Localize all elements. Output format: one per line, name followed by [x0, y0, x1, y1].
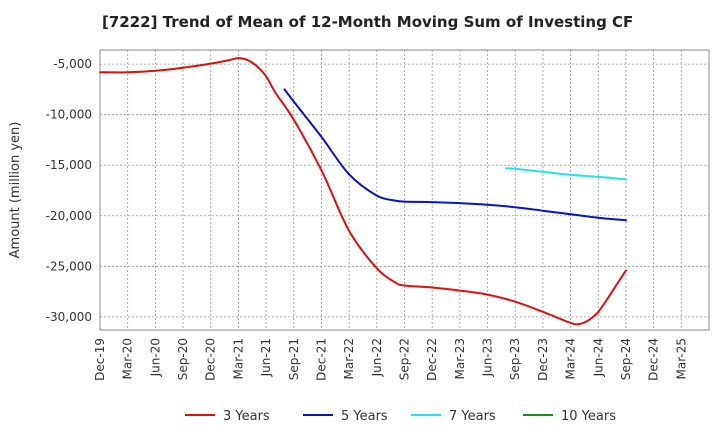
x-tick-label: Dec-24	[647, 338, 661, 381]
x-tick-label: Jun-20	[148, 338, 162, 377]
legend: 3 Years 5 Years 7 Years 10 Years	[185, 409, 616, 424]
x-tick-label: Mar-21	[231, 338, 245, 379]
y-tick-label: -25,000	[46, 259, 92, 273]
x-axis: Dec-19 Mar-20 Jun-20 Sep-20 Dec-20 Mar-21 Jun-…	[93, 338, 688, 381]
y-tick-label: -30,000	[46, 310, 92, 324]
y-axis-label: Amount (million yen)	[8, 122, 23, 259]
grid	[99, 50, 709, 330]
x-tick-label: Dec-21	[314, 338, 328, 381]
x-tick-label: Jun-22	[370, 338, 384, 377]
x-tick-label: Jun-21	[259, 338, 273, 377]
x-tick-label: Jun-24	[591, 338, 605, 377]
series-group	[99, 57, 627, 326]
x-tick-label: Mar-24	[564, 338, 578, 379]
chart-title: [7222] Trend of Mean of 12-Month Moving …	[102, 13, 633, 31]
x-tick-label: Mar-23	[453, 338, 467, 379]
legend-label: 3 Years	[223, 409, 270, 424]
series-line-7-years	[505, 167, 627, 181]
x-tick-label: Mar-22	[342, 338, 356, 379]
legend-label: 5 Years	[341, 409, 388, 424]
y-tick-label: -20,000	[46, 209, 92, 223]
series-line-3-years	[99, 57, 627, 326]
x-tick-label: Dec-20	[204, 338, 218, 381]
legend-label: 10 Years	[561, 409, 616, 424]
legend-label: 7 Years	[449, 409, 496, 424]
y-tick-label: -15,000	[46, 158, 92, 172]
x-tick-label: Jun-23	[481, 338, 495, 377]
x-tick-label: Sep-23	[508, 338, 522, 380]
x-tick-label: Sep-21	[287, 338, 301, 380]
x-tick-label: Dec-19	[93, 338, 107, 381]
y-tick-label: -10,000	[46, 108, 92, 122]
x-tick-label: Dec-23	[536, 338, 550, 381]
y-tick-label: -5,000	[53, 57, 92, 71]
x-tick-label: Mar-25	[674, 338, 688, 379]
x-tick-label: Sep-24	[619, 338, 633, 380]
x-tick-label: Sep-22	[398, 338, 412, 380]
x-tick-label: Mar-20	[121, 338, 135, 379]
y-axis: -5,000 -10,000 -15,000 -20,000 -25,000 -30,00…	[46, 57, 92, 324]
series-line-5-years	[283, 88, 627, 222]
x-tick-label: Sep-20	[176, 338, 190, 380]
x-tick-label: Dec-22	[425, 338, 439, 381]
